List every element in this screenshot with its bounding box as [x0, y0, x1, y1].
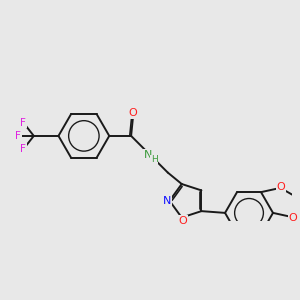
Text: F: F [20, 144, 26, 154]
Text: O: O [128, 108, 137, 118]
Text: N: N [163, 196, 171, 206]
Text: O: O [179, 216, 188, 226]
Text: O: O [277, 182, 286, 192]
Text: N: N [143, 150, 152, 160]
Text: F: F [20, 118, 26, 128]
Text: O: O [289, 213, 298, 223]
Text: H: H [151, 155, 158, 164]
Text: F: F [15, 131, 21, 141]
